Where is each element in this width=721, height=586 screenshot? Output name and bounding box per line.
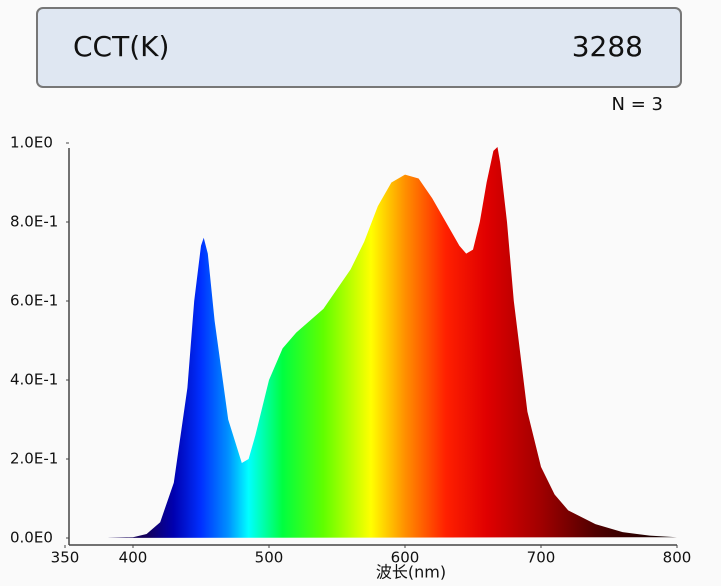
x-tick-label: 700	[527, 549, 556, 567]
y-tick-label: 2.0E-1	[10, 450, 58, 468]
cct-box	[36, 7, 682, 88]
cct-label: CCT(K)	[73, 30, 169, 63]
x-axis-label: 波长(nm)	[376, 563, 446, 582]
y-tick-label: 0.0E0	[10, 529, 53, 547]
y-tick-label: 6.0E-1	[10, 292, 58, 310]
y-tick-label: 8.0E-1	[10, 213, 58, 231]
x-tick-label: 800	[663, 549, 692, 567]
sample-count: N = 3	[612, 94, 663, 115]
y-tick-label: 4.0E-1	[10, 371, 58, 389]
y-tick-label: 1.0E0	[10, 134, 53, 152]
x-tick-label: 400	[119, 549, 148, 567]
spectrum-area	[65, 146, 677, 538]
x-tick-label: 500	[255, 549, 284, 567]
x-tick-label: 600	[391, 549, 420, 567]
x-tick-label: 350	[51, 549, 80, 567]
cct-value: 3288	[572, 30, 643, 63]
